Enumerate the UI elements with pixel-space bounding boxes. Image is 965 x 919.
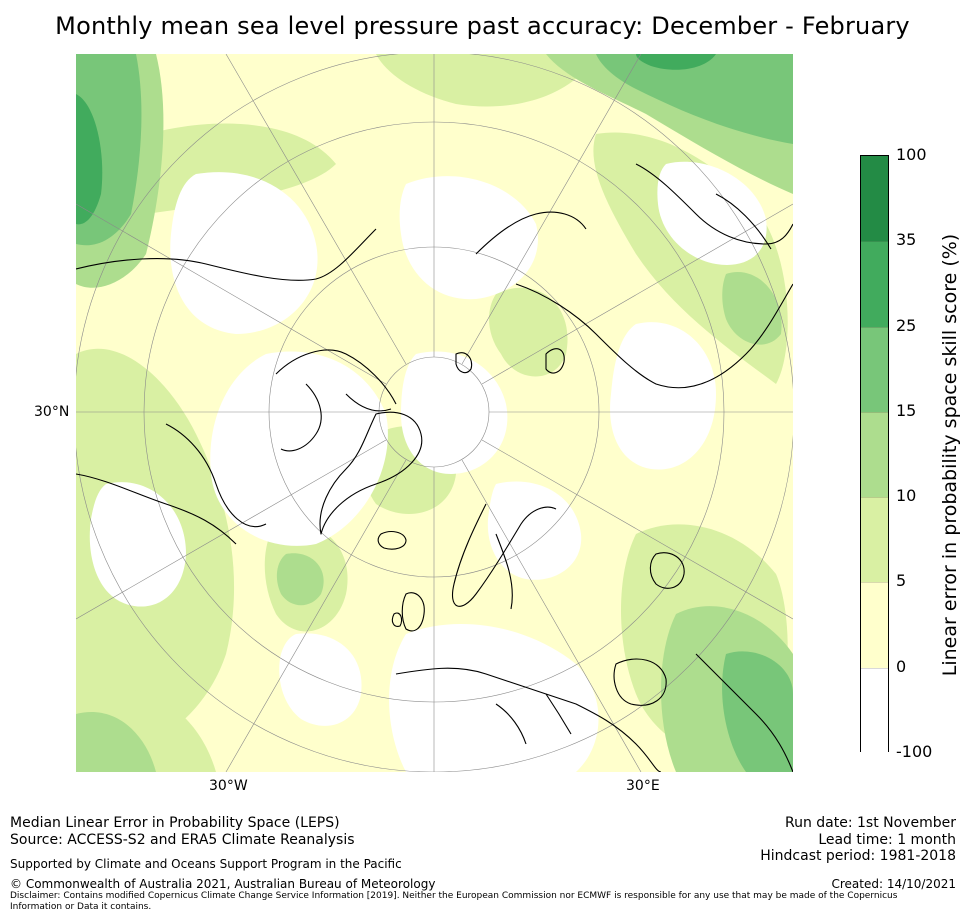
colorbar (860, 155, 889, 754)
graticule (76, 54, 793, 772)
colorbar-tick-label: 35 (896, 230, 917, 250)
coastlines (76, 163, 793, 772)
footer-leps: Median Linear Error in Probability Space… (10, 815, 340, 831)
colorbar-tick-label: 15 (896, 400, 917, 420)
colorbar-bin (861, 411, 888, 499)
colorbar-label: Linear error in probability space skill … (939, 233, 961, 677)
colorbar-bin (861, 582, 888, 669)
colorbar-bin (861, 497, 888, 584)
footer-lead-time: Lead time: 1 month (818, 832, 956, 848)
footer-run-date: Run date: 1st November (784, 815, 956, 831)
footer-support: Supported by Climate and Oceans Support … (10, 857, 402, 871)
footer-hindcast: Hindcast period: 1981-2018 (760, 848, 956, 864)
footer-source: Source: ACCESS-S2 and ERA5 Climate Reana… (10, 832, 355, 848)
colorbar-bin (861, 241, 888, 328)
lon-label-30w: 30°W (209, 778, 248, 794)
skill-zone-green (76, 54, 793, 772)
chart-title: Monthly mean sea level pressure past acc… (55, 12, 910, 40)
lon-label-30e: 30°E (626, 778, 660, 794)
colorbar-tick-label: 0 (896, 656, 907, 676)
colorbar-tick-label: 10 (896, 486, 917, 506)
colorbar-tick-label: 100 (896, 145, 927, 164)
colorbar-tick-label: 25 (896, 315, 917, 335)
colorbar-tick-label: 5 (896, 571, 907, 591)
polar-map (76, 54, 793, 772)
lat-label-30n: 30°N (34, 404, 70, 420)
colorbar-bin (861, 156, 888, 242)
map-canvas (76, 54, 793, 772)
colorbar-bin (861, 667, 888, 754)
colorbar-tick-label: -100 (896, 742, 933, 761)
footer-created: Created: 14/10/2021 (831, 877, 956, 891)
footer-copyright: © Commonwealth of Australia 2021, Austra… (10, 877, 436, 891)
footer-disclaimer: Disclaimer: Contains modified Copernicus… (10, 891, 898, 912)
skill-zone-dark-green (76, 54, 716, 225)
colorbar-bin (861, 326, 888, 413)
